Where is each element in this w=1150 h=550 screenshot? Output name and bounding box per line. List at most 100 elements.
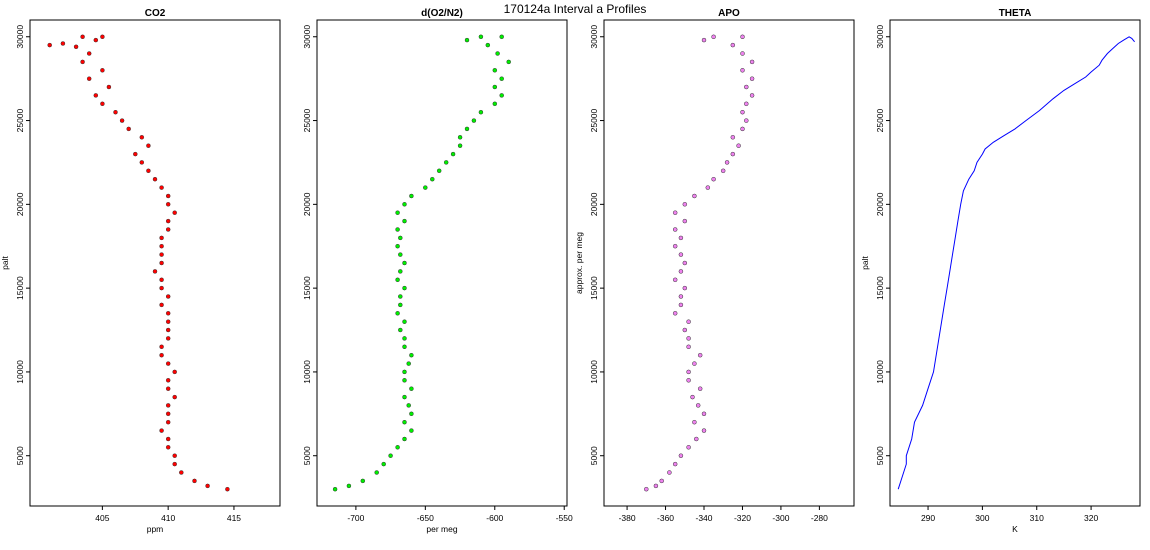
panel-o2n2-point-29 <box>402 260 407 266</box>
panel-o2n2-point-13 <box>464 126 470 132</box>
panel-o2n2-point-25 <box>395 227 400 232</box>
panel-o2n2-point-7 <box>499 76 504 81</box>
panel-apo-point-24 <box>682 218 688 224</box>
panel-o2n2-xtick-label-2: -600 <box>486 513 503 523</box>
panel-co2-ytick-label-0: 5000 <box>15 446 25 465</box>
panel-co2-point-34 <box>159 285 164 291</box>
panel-o2n2-point-22 <box>402 202 407 207</box>
panel-theta-ylabel: palt <box>860 256 870 270</box>
panel-o2n2-point-19 <box>430 176 435 182</box>
panel-o2n2-point-35 <box>395 311 400 316</box>
panel-co2-ytick-label-3: 20000 <box>15 192 25 216</box>
panel-o2n2-point-51 <box>395 445 400 450</box>
panel-o2n2-title: d(O2/N2) <box>421 8 463 19</box>
panel-apo-point-21 <box>692 193 697 199</box>
panel-apo-point-48 <box>692 419 697 425</box>
panel-apo-point-20 <box>705 185 711 190</box>
panel-o2n2-point-18 <box>436 168 442 174</box>
panel-apo-point-1 <box>740 34 745 40</box>
panel-o2n2-point-34 <box>398 302 403 308</box>
panel-apo-point-32 <box>682 285 688 291</box>
panel-co2-point-51 <box>159 428 164 433</box>
panel-apo-point-38 <box>686 336 691 341</box>
panel-co2-point-11 <box>93 93 99 98</box>
panel-apo-point-50 <box>694 436 699 442</box>
panel-o2n2-xtick-label-3: -550 <box>556 513 573 523</box>
panel-theta-ytick-label-2: 15000 <box>875 276 885 300</box>
panel-apo-xtick-label-2: -340 <box>695 513 712 523</box>
panel-co2-point-42 <box>159 352 164 358</box>
panel-co2-point-5 <box>73 44 79 50</box>
panel-apo-point-4 <box>740 51 745 56</box>
panel-co2-point-19 <box>139 160 145 165</box>
panel-co2-point-48 <box>165 403 171 408</box>
panel-o2n2-ytick-label-2: 15000 <box>302 276 312 300</box>
panel-o2n2-point-50 <box>402 436 407 442</box>
panel-o2n2-point-43 <box>402 378 407 383</box>
panel-o2n2-point-3 <box>485 42 491 48</box>
panel-theta-title: THETA <box>999 8 1032 19</box>
panel-o2n2-point-11 <box>478 109 484 115</box>
panel-o2n2-point-21 <box>409 193 414 199</box>
panel-co2-point-33 <box>159 277 164 283</box>
panel-co2-point-24 <box>165 202 171 207</box>
panel-apo-point-57 <box>644 486 649 492</box>
panel-apo-point-13 <box>740 126 745 132</box>
panel-apo-ylabel: approx. per meg <box>574 232 584 294</box>
panel-apo-point-49 <box>701 428 707 433</box>
panel-o2n2-point-56 <box>346 483 352 489</box>
panel-o2n2-point-52 <box>388 453 393 458</box>
panel-co2-point-12 <box>100 101 105 107</box>
panel-theta-xtick-label-0: 290 <box>921 513 935 523</box>
panel-o2n2-point-15 <box>457 143 463 148</box>
panel-o2n2-point-30 <box>398 269 403 274</box>
panel-apo-point-42 <box>686 369 691 375</box>
panel-theta-ytick-label-1: 10000 <box>875 360 885 384</box>
panel-apo-point-11 <box>740 109 745 115</box>
panel-co2-point-46 <box>165 386 171 391</box>
panel-apo-point-0 <box>711 34 716 40</box>
panel-apo-ytick-label-5: 30000 <box>589 25 599 49</box>
panel-co2-xtick-label-1: 410 <box>161 513 175 523</box>
panel-apo-point-51 <box>686 445 691 450</box>
panel-co2-ytick-label-5: 30000 <box>15 25 25 49</box>
panel-o2n2-point-23 <box>395 210 400 215</box>
panel-co2-xtick-label-2: 415 <box>227 513 241 523</box>
panel-apo-point-54 <box>667 470 672 475</box>
panel-o2n2-point-44 <box>409 386 414 391</box>
panel-o2n2-point-17 <box>443 160 449 165</box>
panel-o2n2-xtick-label-1: -650 <box>417 513 434 523</box>
panel-apo-point-47 <box>701 411 707 417</box>
panel-co2-point-4 <box>47 42 52 48</box>
panel-co2-point-26 <box>165 218 171 224</box>
panel-o2n2-point-5 <box>506 59 511 65</box>
panel-apo-point-55 <box>659 478 664 484</box>
panel-co2-ylabel: palt <box>0 256 10 270</box>
panel-apo-point-52 <box>678 453 684 458</box>
panel-co2-point-53 <box>165 445 171 450</box>
panel-co2: CO2 ppm palt 405 410 415 5000 10000 15000 2000… <box>0 8 281 534</box>
panel-apo-point-27 <box>672 243 678 249</box>
panel-apo-point-26 <box>678 235 684 241</box>
panel-co2-point-44 <box>172 369 177 375</box>
panel-o2n2-point-31 <box>395 277 400 283</box>
panel-co2-point-10 <box>106 84 112 90</box>
panel-o2n2-point-54 <box>374 470 379 475</box>
panel-apo-point-5 <box>749 59 755 65</box>
panel-co2-point-0 <box>80 34 85 40</box>
panel-apo-point-35 <box>672 311 678 316</box>
panel-co2-point-30 <box>159 252 164 257</box>
panel-apo-point-29 <box>682 260 688 266</box>
panel-co2-point-17 <box>146 143 151 148</box>
panel-co2-point-41 <box>159 344 164 350</box>
panel-co2-point-27 <box>165 227 171 232</box>
panel-o2n2-frame <box>316 19 568 507</box>
panel-apo-point-10 <box>744 101 749 107</box>
panel-co2-point-18 <box>133 151 138 157</box>
panel-o2n2-point-40 <box>409 352 414 358</box>
panel-apo-point-2 <box>701 37 707 43</box>
panel-apo-point-41 <box>692 361 697 366</box>
panel-o2n2-point-46 <box>406 403 411 408</box>
panel-co2-point-39 <box>165 327 171 333</box>
